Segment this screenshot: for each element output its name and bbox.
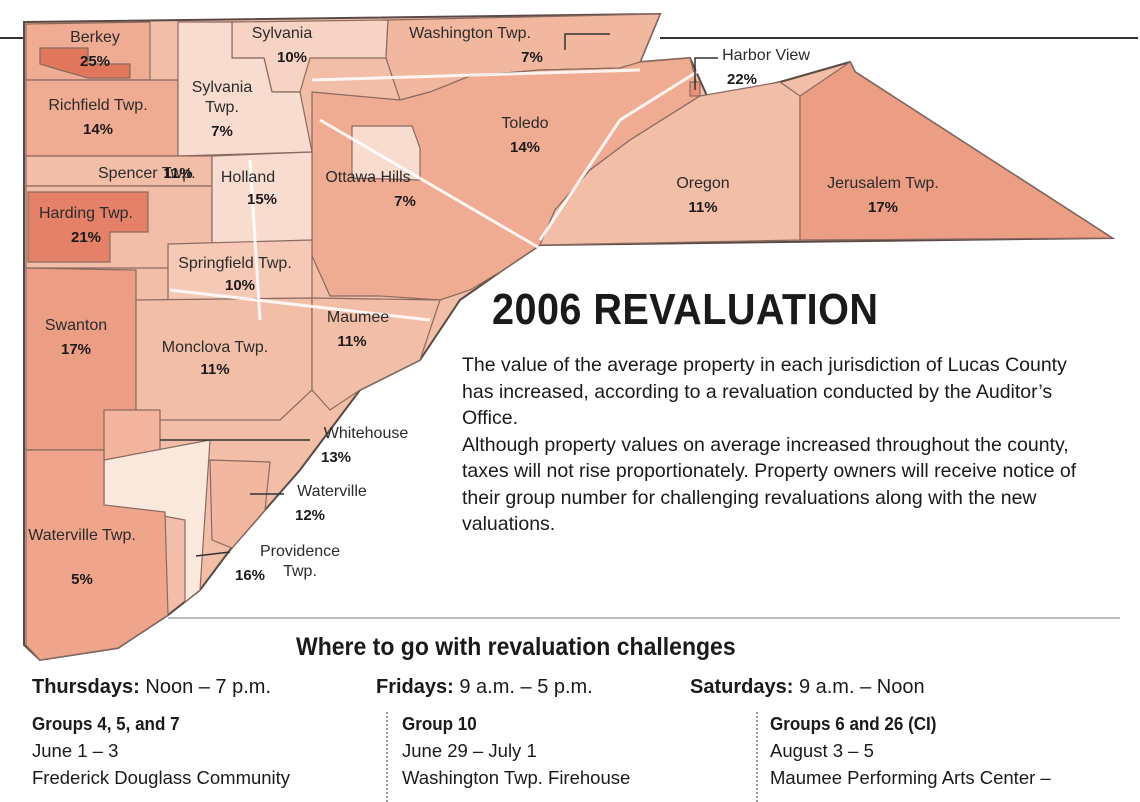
region-pct-waterville: 12% bbox=[295, 507, 325, 524]
day-thursdays: Thursdays: Noon – 7 p.m. bbox=[32, 676, 271, 699]
region-label-providence-twp: Providence Twp. bbox=[260, 543, 340, 580]
day-label: Saturdays: bbox=[690, 676, 794, 698]
description: The value of the average property in eac… bbox=[462, 352, 1102, 538]
group-name: Groups 6 and 26 (CI) bbox=[770, 713, 937, 734]
region-pct-maumee: 11% bbox=[337, 333, 366, 350]
schedule-column-3: Groups 6 and 26 (CI) August 3 – 5 Maumee… bbox=[770, 710, 1051, 791]
region-providence bbox=[25, 449, 169, 661]
region-pct-whitehouse: 13% bbox=[321, 449, 351, 466]
schedule-title: Where to go with revaluation challenges bbox=[296, 633, 736, 661]
region-waterville bbox=[209, 459, 271, 549]
region-label-monclova-twp: Monclova Twp. bbox=[162, 339, 268, 356]
leader-waterville-twp bbox=[195, 551, 231, 557]
region-label-berkey: Berkey bbox=[70, 29, 120, 46]
region-label-springfield-twp: Springfield Twp. bbox=[178, 255, 292, 272]
region-berkey-core bbox=[39, 47, 131, 79]
day-label: Fridays: bbox=[376, 676, 454, 698]
group-location: Washington Twp. Firehouse bbox=[402, 767, 631, 788]
region-label-ottawa-hills: Ottawa Hills bbox=[325, 169, 410, 186]
region-label-oregon: Oregon bbox=[676, 175, 729, 192]
leader-lines bbox=[160, 33, 718, 557]
region-label-jerusalem-twp: Jerusalem Twp. bbox=[827, 175, 939, 192]
region-pct-richfield-twp: 14% bbox=[83, 121, 113, 138]
region-label-washington-twp: Washington Twp. bbox=[409, 25, 531, 42]
day-label: Thursdays: bbox=[32, 676, 140, 698]
page-title: 2006 REVALUATION bbox=[492, 285, 879, 334]
region-label-sylvania: Sylvania bbox=[252, 25, 313, 42]
column-separator bbox=[386, 712, 388, 802]
region-pct-springfield-twp: 10% bbox=[225, 277, 255, 294]
leader-harbor-view bbox=[694, 57, 718, 90]
column-separator bbox=[756, 712, 758, 802]
roads bbox=[169, 68, 701, 322]
region-jerusalem bbox=[799, 61, 1115, 241]
region-pct-sylvania: 10% bbox=[277, 49, 307, 66]
region-pct-berkey: 25% bbox=[80, 53, 110, 70]
day-hours: 9 a.m. – 5 p.m. bbox=[459, 676, 593, 698]
group-name: Group 10 bbox=[402, 713, 477, 734]
region-label-holland: Holland bbox=[221, 169, 275, 186]
schedule-column-1: Groups 4, 5, and 7 June 1 – 3 Frederick … bbox=[32, 710, 290, 791]
region-pct-sylvania-twp: 7% bbox=[211, 123, 233, 140]
region-label-harding-twp: Harding Twp. bbox=[39, 205, 133, 222]
region-pct-harding-twp: 21% bbox=[71, 229, 101, 246]
group-location: Maumee Performing Arts Center – bbox=[770, 767, 1051, 788]
region-pct-waterville-twp: 5% bbox=[71, 571, 93, 588]
group-name: Groups 4, 5, and 7 bbox=[32, 713, 180, 734]
day-fridays: Fridays: 9 a.m. – 5 p.m. bbox=[376, 676, 593, 699]
day-saturdays: Saturdays: 9 a.m. – Noon bbox=[690, 676, 925, 699]
region-ottawa-hills bbox=[351, 125, 421, 181]
region-label-whitehouse: Whitehouse bbox=[324, 425, 409, 442]
schedule-column-2: Group 10 June 29 – July 1 Washington Twp… bbox=[402, 710, 630, 791]
group-dates: June 29 – July 1 bbox=[402, 740, 537, 761]
section-divider bbox=[168, 617, 1120, 619]
region-pct-swanton: 17% bbox=[61, 341, 91, 358]
region-label-waterville: Waterville bbox=[297, 483, 367, 500]
region-monclova bbox=[135, 297, 313, 421]
region-pct-ottawa-hills: 7% bbox=[394, 193, 416, 210]
region-pct-oregon: 11% bbox=[688, 199, 717, 216]
region-label-maumee: Maumee bbox=[327, 309, 389, 326]
region-harding-core bbox=[27, 191, 149, 263]
region-label-spencer-twp: Spencer Twp. bbox=[98, 165, 196, 182]
region-label-waterville-twp: Waterville Twp. bbox=[28, 527, 136, 544]
region-pct-holland: 15% bbox=[247, 191, 277, 208]
description-paragraph-2: Although property values on average incr… bbox=[462, 433, 1077, 536]
region-pct-jerusalem-twp: 17% bbox=[868, 199, 898, 216]
group-dates: June 1 – 3 bbox=[32, 740, 119, 761]
region-oregon bbox=[539, 81, 801, 246]
region-pct-harbor-view: 22% bbox=[727, 71, 757, 88]
region-sylvania-twp bbox=[177, 21, 313, 157]
region-maumee bbox=[311, 297, 441, 411]
day-hours: Noon – 7 p.m. bbox=[145, 676, 271, 698]
leader-washington bbox=[564, 33, 610, 50]
region-pct-providence-twp: 16% bbox=[235, 567, 265, 584]
region-label-harbor-view: Harbor View bbox=[722, 47, 810, 64]
region-label-swanton: Swanton bbox=[45, 317, 107, 334]
region-label-richfield-twp: Richfield Twp. bbox=[48, 97, 147, 114]
region-label-sylvania-twp: Sylvania Twp. bbox=[192, 79, 253, 116]
region-richfield bbox=[25, 79, 179, 157]
description-paragraph-1: The value of the average property in eac… bbox=[462, 354, 1067, 429]
region-pct-washington-twp: 7% bbox=[521, 49, 543, 66]
group-dates: August 3 – 5 bbox=[770, 740, 874, 761]
region-pct-monclova-twp: 11% bbox=[200, 361, 229, 378]
region-pct-spencer-twp: 11% bbox=[163, 165, 192, 182]
region-label-toledo: Toledo bbox=[501, 115, 548, 132]
regions bbox=[25, 13, 1115, 661]
region-pct-toledo: 14% bbox=[510, 139, 540, 156]
group-location: Frederick Douglass Community bbox=[32, 767, 291, 788]
day-hours: 9 a.m. – Noon bbox=[798, 676, 925, 698]
